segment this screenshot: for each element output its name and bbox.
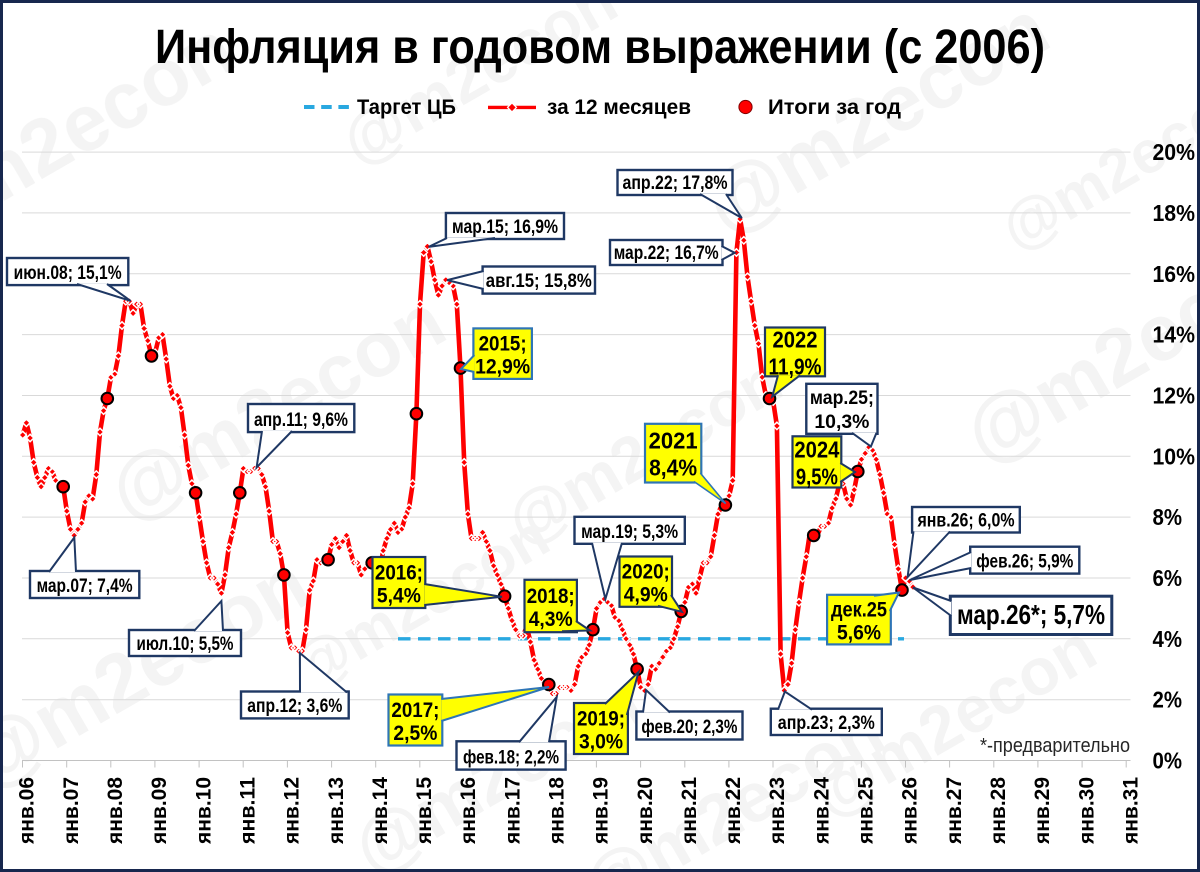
svg-text:янв.22: янв.22 (721, 777, 745, 845)
svg-text:3,0%: 3,0% (579, 731, 623, 754)
svg-text:янв.06: янв.06 (15, 777, 39, 845)
svg-text:янв.20: янв.20 (633, 777, 657, 845)
svg-text:мар.07; 7,4%: мар.07; 7,4% (37, 575, 133, 597)
svg-text:мар.15; 16,9%: мар.15; 16,9% (452, 216, 558, 238)
svg-text:янв.07: янв.07 (59, 777, 83, 845)
svg-text:мар.19; 5,3%: мар.19; 5,3% (581, 521, 678, 543)
svg-text:янв.31: янв.31 (1119, 777, 1143, 845)
svg-text:янв.10: янв.10 (191, 777, 215, 845)
svg-text:мар.25;: мар.25; (810, 387, 874, 409)
svg-text:8,4%: 8,4% (649, 455, 697, 481)
svg-text:2017;: 2017; (391, 699, 439, 722)
svg-text:янв.12: янв.12 (280, 777, 304, 845)
svg-text:0%: 0% (1153, 748, 1183, 774)
svg-text:янв.09: янв.09 (147, 777, 171, 845)
svg-text:5,4%: 5,4% (377, 585, 421, 608)
svg-text:2016;: 2016; (375, 562, 423, 585)
svg-text:янв.24: янв.24 (809, 777, 833, 845)
svg-text:янв.14: янв.14 (368, 777, 392, 845)
svg-text:11,9%: 11,9% (769, 353, 822, 379)
svg-text:10%: 10% (1153, 443, 1196, 469)
svg-text:2021: 2021 (649, 428, 698, 454)
svg-text:2022: 2022 (773, 326, 818, 352)
svg-text:дек.25: дек.25 (831, 599, 887, 622)
svg-text:янв.15: янв.15 (412, 777, 436, 845)
svg-text:14%: 14% (1153, 322, 1196, 348)
svg-text:4%: 4% (1153, 626, 1183, 652)
svg-text:апр.12; 3,6%: апр.12; 3,6% (247, 695, 342, 717)
svg-text:апр.11; 9,6%: апр.11; 9,6% (254, 409, 348, 431)
svg-text:янв.26; 6,0%: янв.26; 6,0% (917, 510, 1015, 532)
svg-text:2020;: 2020; (622, 561, 670, 584)
svg-text:янв.17: янв.17 (500, 777, 524, 845)
svg-text:Таргет ЦБ: Таргет ЦБ (357, 96, 456, 119)
svg-text:янв.30: янв.30 (1074, 777, 1098, 845)
svg-text:янв.18: янв.18 (545, 777, 569, 845)
svg-text:янв.11: янв.11 (235, 777, 259, 845)
svg-text:июн.08; 15,1%: июн.08; 15,1% (14, 262, 122, 284)
svg-text:2,5%: 2,5% (393, 722, 437, 745)
svg-text:янв.25: янв.25 (854, 777, 878, 845)
svg-text:2024: 2024 (794, 436, 839, 462)
svg-text:мар.26*; 5,7%: мар.26*; 5,7% (957, 599, 1105, 630)
svg-text:12,9%: 12,9% (475, 356, 530, 379)
svg-text:фев.20; 2,3%: фев.20; 2,3% (641, 716, 737, 738)
svg-text:янв.08: янв.08 (103, 777, 127, 845)
svg-text:6%: 6% (1153, 565, 1183, 591)
svg-text:12%: 12% (1153, 383, 1196, 409)
svg-text:янв.27: янв.27 (942, 777, 966, 845)
svg-text:за 12 месяцев: за 12 месяцев (547, 96, 691, 119)
svg-text:апр.23; 2,3%: апр.23; 2,3% (778, 712, 875, 734)
svg-text:авг.15; 15,8%: авг.15; 15,8% (486, 270, 592, 292)
svg-text:10,3%: 10,3% (814, 411, 869, 433)
svg-text:мар.22; 16,7%: мар.22; 16,7% (614, 242, 719, 264)
svg-text:Итоги за год: Итоги за год (768, 96, 901, 119)
svg-text:янв.13: янв.13 (324, 777, 348, 845)
svg-text:9,5%: 9,5% (796, 463, 838, 489)
svg-text:Инфляция в годовом выражении (: Инфляция в годовом выражении (с 2006) (155, 21, 1045, 74)
svg-text:фев.26; 5,9%: фев.26; 5,9% (976, 551, 1073, 573)
svg-text:5,6%: 5,6% (837, 622, 881, 645)
svg-text:июл.10; 5,5%: июл.10; 5,5% (137, 633, 234, 655)
svg-text:2018;: 2018; (527, 585, 575, 608)
svg-text:18%: 18% (1153, 200, 1196, 226)
svg-text:4,3%: 4,3% (529, 608, 573, 631)
svg-text:2019;: 2019; (577, 708, 625, 731)
svg-text:янв.28: янв.28 (986, 777, 1010, 845)
svg-text:фев.18; 2,2%: фев.18; 2,2% (463, 747, 559, 769)
svg-text:*-предварительно: *-предварительно (980, 734, 1130, 757)
svg-text:16%: 16% (1153, 261, 1196, 287)
svg-text:8%: 8% (1153, 504, 1183, 530)
svg-text:4,9%: 4,9% (624, 584, 668, 607)
svg-text:2%: 2% (1153, 687, 1183, 713)
svg-text:2015;: 2015; (479, 333, 527, 356)
svg-text:янв.19: янв.19 (589, 777, 613, 845)
svg-text:20%: 20% (1153, 139, 1196, 165)
svg-text:апр.22; 17,8%: апр.22; 17,8% (623, 172, 728, 194)
svg-text:янв.21: янв.21 (677, 777, 701, 845)
svg-text:янв.23: янв.23 (765, 777, 789, 845)
svg-text:янв.26: янв.26 (898, 777, 922, 845)
svg-text:янв.16: янв.16 (456, 777, 480, 845)
svg-text:янв.29: янв.29 (1030, 777, 1054, 845)
